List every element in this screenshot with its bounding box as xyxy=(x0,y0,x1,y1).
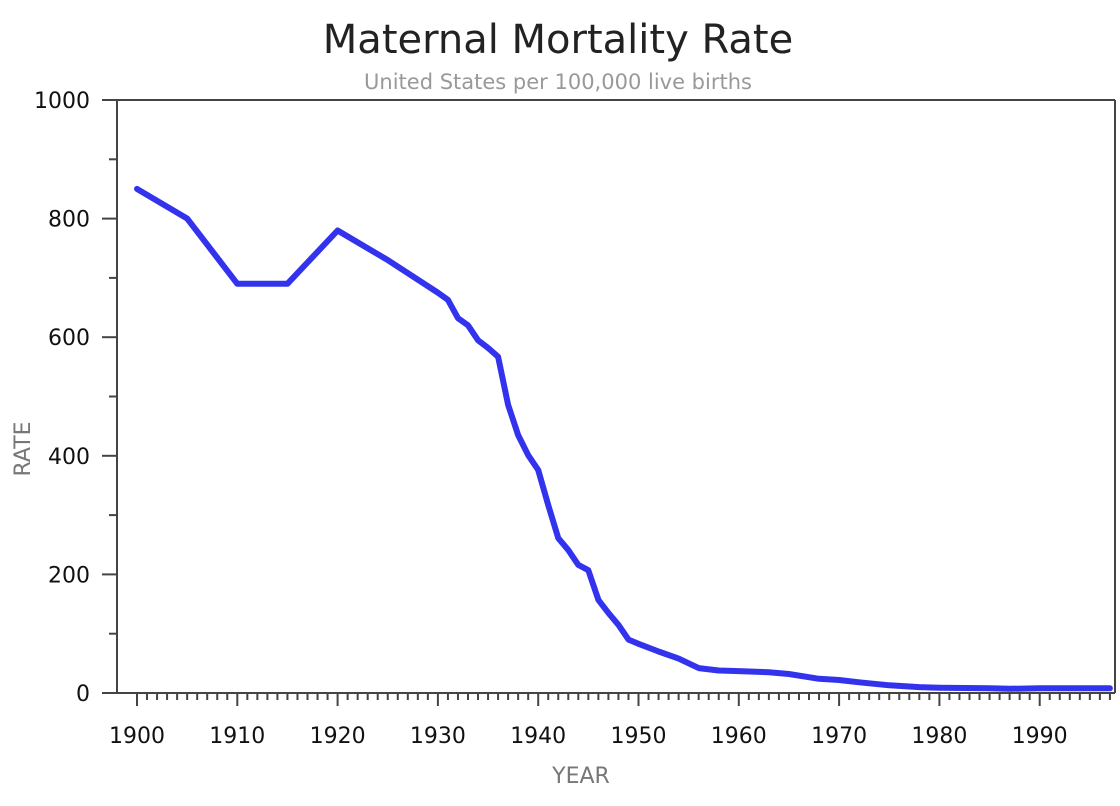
x-tick-label: 1960 xyxy=(711,724,767,749)
x-axis-title: YEAR xyxy=(551,764,610,789)
chart-title: Maternal Mortality Rate xyxy=(323,17,793,63)
x-tick-label: 1900 xyxy=(109,724,165,749)
y-axis-ticks xyxy=(102,99,117,694)
plot-frame xyxy=(102,99,1116,694)
y-tick-label: 400 xyxy=(48,445,90,470)
x-axis-tick-labels: 1900 1910 1920 1930 1940 1950 1960 1970 1980 1990 xyxy=(109,724,1068,749)
x-tick-label: 1910 xyxy=(209,724,265,749)
x-tick-label: 1930 xyxy=(410,724,466,749)
y-axis-tick-labels: 0 200 400 600 800 1000 xyxy=(34,89,90,707)
y-axis-title: RATE xyxy=(11,421,36,476)
chart-subtitle: United States per 100,000 live births xyxy=(364,70,752,94)
series-group xyxy=(134,185,1113,692)
x-tick-label: 1950 xyxy=(611,724,667,749)
x-axis-ticks xyxy=(136,693,1111,706)
x-tick-label: 1940 xyxy=(510,724,566,749)
series-line xyxy=(134,185,1113,692)
y-tick-label: 200 xyxy=(48,563,90,588)
y-tick-label: 800 xyxy=(48,208,90,233)
x-tick-label: 1990 xyxy=(1012,724,1068,749)
y-tick-label: 600 xyxy=(48,326,90,351)
x-tick-label: 1920 xyxy=(310,724,366,749)
y-tick-label: 1000 xyxy=(34,89,90,114)
x-tick-label: 1980 xyxy=(911,724,967,749)
x-tick-label: 1970 xyxy=(811,724,867,749)
y-tick-label: 0 xyxy=(76,682,90,707)
